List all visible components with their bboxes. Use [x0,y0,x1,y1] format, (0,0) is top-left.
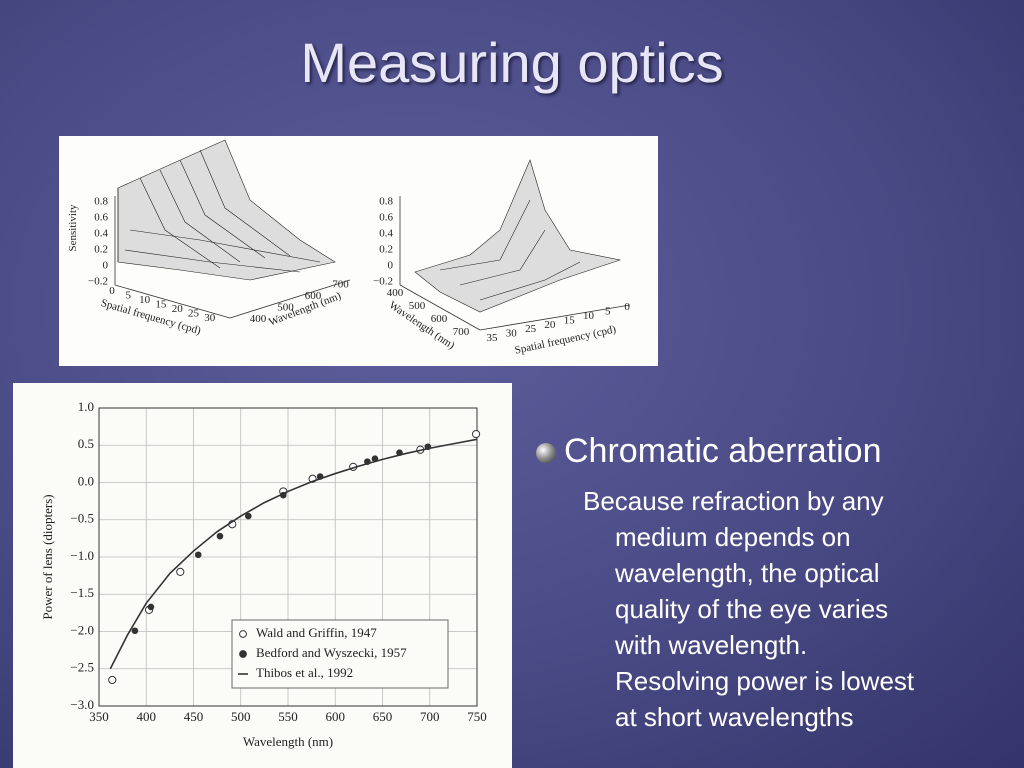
z-tick-label: 0.6 [379,212,393,224]
bullet-line: Resolving power is lowest [615,666,915,696]
spatial-tick-label: 35 [487,332,499,344]
z-tick-label: 0 [103,260,109,272]
z-tick-label: −0.2 [88,276,108,288]
data-point [131,627,139,635]
spatial-tick-label: 20 [544,319,556,331]
z-tick-label: 0.4 [379,228,393,240]
spatial-tick-label: 5 [605,306,611,318]
x-tick-label: 650 [373,709,393,724]
bullet-line: Because refraction by any [583,486,884,516]
y-tick-label: 0.5 [78,436,94,451]
z-tick-label: 0.8 [94,196,108,208]
z-tick-label: 0.6 [94,212,108,224]
legend-box [231,619,449,689]
spatial-tick-label: 25 [525,323,537,335]
spatial-tick-label: 25 [188,308,200,320]
y-tick-label: −1.5 [70,585,94,600]
legend-label: Wald and Griffin, 1947 [256,625,377,640]
fit-line [109,438,478,670]
wavelength-tick-label: 500 [277,302,294,314]
heading-text: Chromatic aberration [564,432,882,470]
wavelength-tick-label: 600 [431,313,448,325]
spatial-tick-label: 15 [155,299,167,311]
spatial-tick-label: 10 [139,294,151,306]
data-point [147,603,155,611]
spatial-tick-label: 5 [126,290,132,302]
legend-swatch [239,630,247,638]
spatial-tick-label: 0 [624,301,630,313]
legend-label: Thibos et al., 1992 [256,665,353,680]
y-tick-label: −2.0 [70,622,94,637]
y-tick-label: −1.0 [70,548,94,563]
wavelength-tick-label: 400 [250,313,267,325]
spatial-tick-label: 10 [583,310,595,322]
spatial-tick-label: 30 [204,312,216,324]
z-tick-label: 0.2 [379,244,393,256]
spatial-tick-label: 15 [564,314,576,326]
x-tick-label: 750 [467,709,487,724]
z-tick-label: −0.2 [373,276,393,288]
plot-frame [98,407,478,707]
data-point [194,551,202,559]
wavelength-tick-label: 500 [409,300,426,312]
z-tick-label: 0.8 [379,196,393,208]
z-tick-label: 0 [388,260,394,272]
wavelength-tick-label: 400 [387,287,404,299]
bullet-line: with wavelength. [615,630,808,660]
wavelength-tick-label: 600 [305,290,322,302]
wavelength-tick-label: 700 [453,326,470,338]
wavelength-tick-label: 700 [332,279,349,291]
y-tick-label: −0.5 [70,511,94,526]
y-axis-label: Power of lens (diopters) [40,494,55,619]
bullet-heading: Chromatic aberration [536,432,881,471]
data-point [245,512,252,520]
bullet-line: wavelength, the optical [615,558,880,588]
z-tick-label: 0.4 [94,228,108,240]
x-axis-label: Wavelength (nm) [243,734,333,749]
data-point [176,567,185,577]
z-tick-label: 0.2 [94,244,108,256]
x-tick-label: 350 [89,709,109,724]
y-tick-label: −2.5 [70,660,94,675]
legend-swatch [239,650,247,658]
bullet-line: quality of the eye varies [615,594,889,624]
slide-title: Measuring optics [300,31,724,94]
data-point [471,429,481,439]
legend-label: Bedford and Wyszecki, 1957 [256,645,407,660]
y-tick-label: −3.0 [70,697,94,712]
x-tick-label: 550 [278,709,298,724]
spatial-tick-label: 0 [109,285,115,297]
bullet-line: medium depends on [615,522,851,552]
bullet-line: at short wavelengths [615,702,854,732]
bullet-icon [536,443,556,464]
x-tick-label: 600 [326,709,346,724]
x-tick-label: 450 [184,709,204,724]
data-point [216,532,224,540]
y-tick-label: 0.0 [78,473,94,488]
x-tick-label: 500 [231,709,251,724]
x-tick-label: 700 [420,709,440,724]
z-label: Sensitivity [67,204,79,252]
data-point [108,675,117,685]
y-tick-label: 1.0 [78,399,94,414]
x-tick-label: 400 [137,709,157,724]
spatial-tick-label: 30 [506,328,518,340]
spatial-tick-label: 20 [172,303,184,315]
